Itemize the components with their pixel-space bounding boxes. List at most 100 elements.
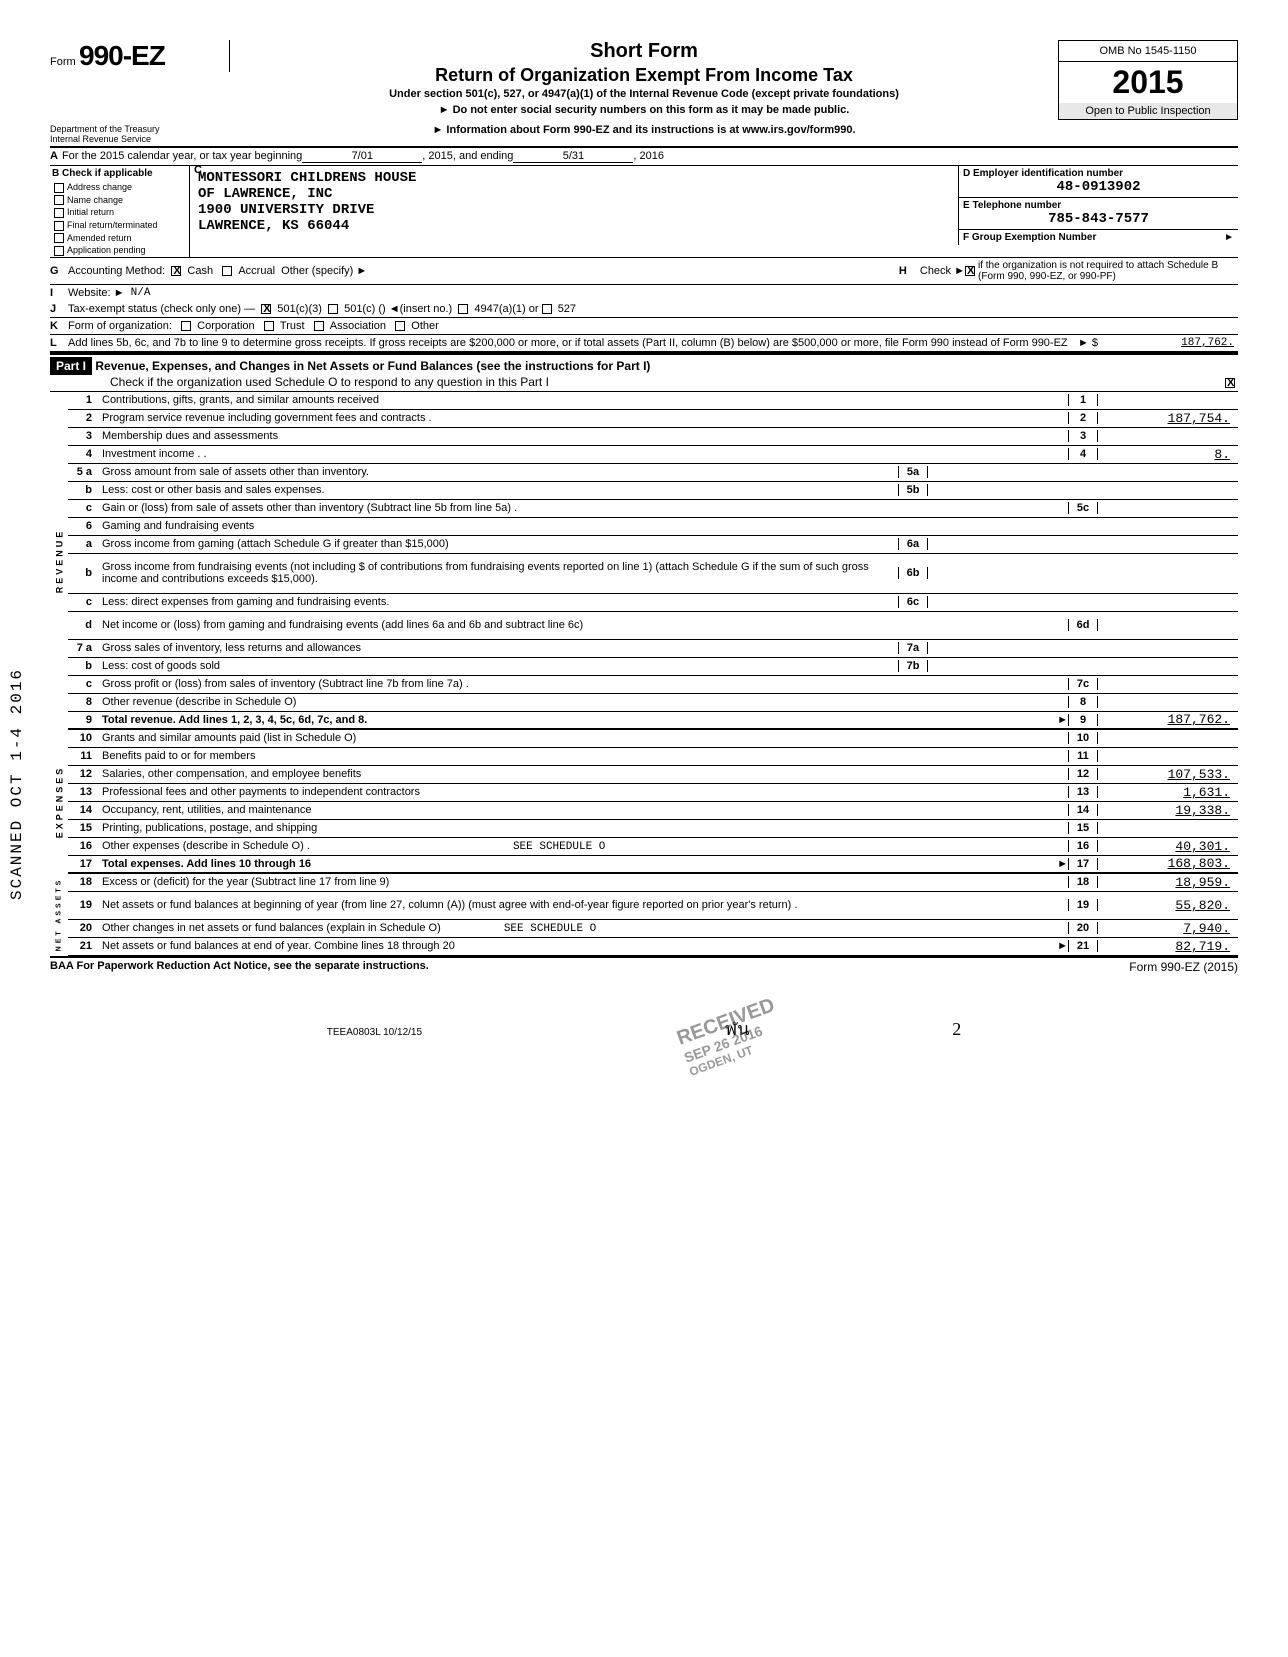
l17-box: 17: [1068, 858, 1098, 870]
l15-num: 15: [68, 822, 98, 834]
l3-desc: Membership dues and assessments: [98, 430, 1068, 442]
f-row: F Group Exemption Number ►: [958, 230, 1238, 245]
l19-desc: Net assets or fund balances at beginning…: [98, 899, 1068, 911]
l-arrow: ► $: [1078, 337, 1098, 349]
l15-box: 15: [1068, 822, 1098, 834]
org-addr-2: LAWRENCE, KS 66044: [198, 218, 950, 234]
year-begin: 7/01: [302, 150, 422, 163]
return-title: Return of Organization Exempt From Incom…: [250, 65, 1038, 86]
addr-change-label: Address change: [67, 182, 132, 192]
b-label: B: [52, 168, 59, 179]
l7a-num: 7 a: [68, 642, 98, 654]
l15-desc: Printing, publications, postage, and shi…: [98, 822, 1068, 834]
other-org-label: Other: [411, 320, 439, 332]
k-label: K: [50, 320, 68, 332]
d-label: D Employer identification number: [963, 168, 1234, 179]
l14-desc: Occupancy, rent, utilities, and maintena…: [98, 804, 1068, 816]
col-b: B Check if applicable Address change Nam…: [50, 166, 190, 257]
line-a-label: A: [50, 150, 58, 163]
checkbox-trust[interactable]: [264, 321, 274, 331]
checkbox-addr-change[interactable]: [54, 183, 64, 193]
l18-num: 18: [68, 876, 98, 888]
amended-label: Amended return: [67, 233, 132, 243]
org-name-2: OF LAWRENCE, INC: [198, 186, 950, 202]
e-row: E Telephone number 785-843-7577: [958, 198, 1238, 230]
l13-num: 13: [68, 786, 98, 798]
checkbox-final[interactable]: [54, 221, 64, 231]
part1-title: Revenue, Expenses, and Changes in Net As…: [95, 359, 650, 373]
initial-label: Initial return: [67, 207, 114, 217]
k-text: Form of organization:: [68, 320, 172, 332]
corp-label: Corporation: [197, 320, 254, 332]
l-label: L: [50, 337, 68, 349]
footer: BAA For Paperwork Reduction Act Notice, …: [50, 956, 1238, 974]
l17-val: 168,803.: [1098, 856, 1238, 871]
l11-box: 11: [1068, 750, 1098, 762]
l6-num: 6: [68, 520, 98, 532]
form-number-box: Form 990-EZ: [50, 40, 230, 72]
col-de: D Employer identification number 48-0913…: [958, 166, 1238, 257]
checkbox-h[interactable]: [965, 266, 975, 276]
l7a-desc: Gross sales of inventory, less returns a…: [98, 642, 898, 654]
under-section: Under section 501(c), 527, or 4947(a)(1)…: [250, 88, 1038, 100]
l6a-sub: 6a: [898, 538, 928, 550]
l6b-desc: Gross income from fundraising events (no…: [98, 561, 898, 585]
l18-desc: Excess or (deficit) for the year (Subtra…: [98, 876, 1068, 888]
j-text: Tax-exempt status (check only one) —: [68, 303, 255, 315]
l7b-num: b: [68, 660, 98, 672]
form-number: 990-EZ: [79, 40, 165, 71]
checkbox-assoc[interactable]: [314, 321, 324, 331]
l2-num: 2: [68, 412, 98, 424]
l19-val: 55,820.: [1098, 898, 1238, 913]
l21-box: 21: [1068, 940, 1098, 952]
h-text: Check ►: [920, 265, 965, 277]
checkbox-501c[interactable]: [328, 304, 338, 314]
l7c-num: c: [68, 678, 98, 690]
l21-desc: Net assets or fund balances at end of ye…: [98, 940, 1068, 952]
checkbox-initial[interactable]: [54, 208, 64, 218]
checkbox-name-change[interactable]: [54, 195, 64, 205]
l16-box: 16: [1068, 840, 1098, 852]
l18-box: 18: [1068, 876, 1098, 888]
l3-box: 3: [1068, 430, 1098, 442]
open-public: Open to Public Inspection: [1059, 103, 1237, 119]
l8-box: 8: [1068, 696, 1098, 708]
revenue-block: REVENUE 1Contributions, gifts, grants, a…: [50, 392, 1238, 730]
i-text: Website: ►: [68, 287, 125, 299]
checkbox-527[interactable]: [542, 304, 552, 314]
part1-label: Part I: [50, 357, 92, 375]
page-number: 2: [952, 1019, 961, 1039]
checkbox-amended[interactable]: [54, 233, 64, 243]
i-label: I: [50, 287, 68, 299]
f-label: F Group Exemption Number: [963, 232, 1096, 243]
checkbox-pending[interactable]: [54, 246, 64, 256]
part1-sched-o: Check if the organization used Schedule …: [110, 375, 549, 389]
l5a-num: 5 a: [68, 466, 98, 478]
l4-val: 8.: [1098, 447, 1238, 462]
l7b-desc: Less: cost of goods sold: [98, 660, 898, 672]
checkbox-part1-o[interactable]: [1225, 378, 1235, 388]
l12-val: 107,533.: [1098, 767, 1238, 782]
l7a-sub: 7a: [898, 642, 928, 654]
omb-number: OMB No 1545-1150: [1059, 41, 1237, 62]
l5b-sub: 5b: [898, 484, 928, 496]
checkbox-501c3[interactable]: [261, 304, 271, 314]
checkbox-accrual[interactable]: [222, 266, 232, 276]
short-form-label: Short Form: [250, 40, 1038, 63]
l6c-desc: Less: direct expenses from gaming and fu…: [98, 596, 898, 608]
l6a-num: a: [68, 538, 98, 550]
checkbox-cash[interactable]: [171, 266, 181, 276]
checkbox-4947[interactable]: [458, 304, 468, 314]
l4-desc: Investment income . .: [98, 448, 1068, 460]
l5a-desc: Gross amount from sale of assets other t…: [98, 466, 898, 478]
l12-desc: Salaries, other compensation, and employ…: [98, 768, 1068, 780]
l1-desc: Contributions, gifts, grants, and simila…: [98, 394, 1068, 406]
l7c-box: 7c: [1068, 678, 1098, 690]
l19-box: 19: [1068, 899, 1098, 911]
l13-val: 1,631.: [1098, 785, 1238, 800]
checkbox-corp[interactable]: [181, 321, 191, 331]
l17-num: 17: [68, 858, 98, 870]
checkbox-other-org[interactable]: [395, 321, 405, 331]
revenue-side: REVENUE: [50, 392, 68, 730]
l16-val: 40,301.: [1098, 839, 1238, 854]
